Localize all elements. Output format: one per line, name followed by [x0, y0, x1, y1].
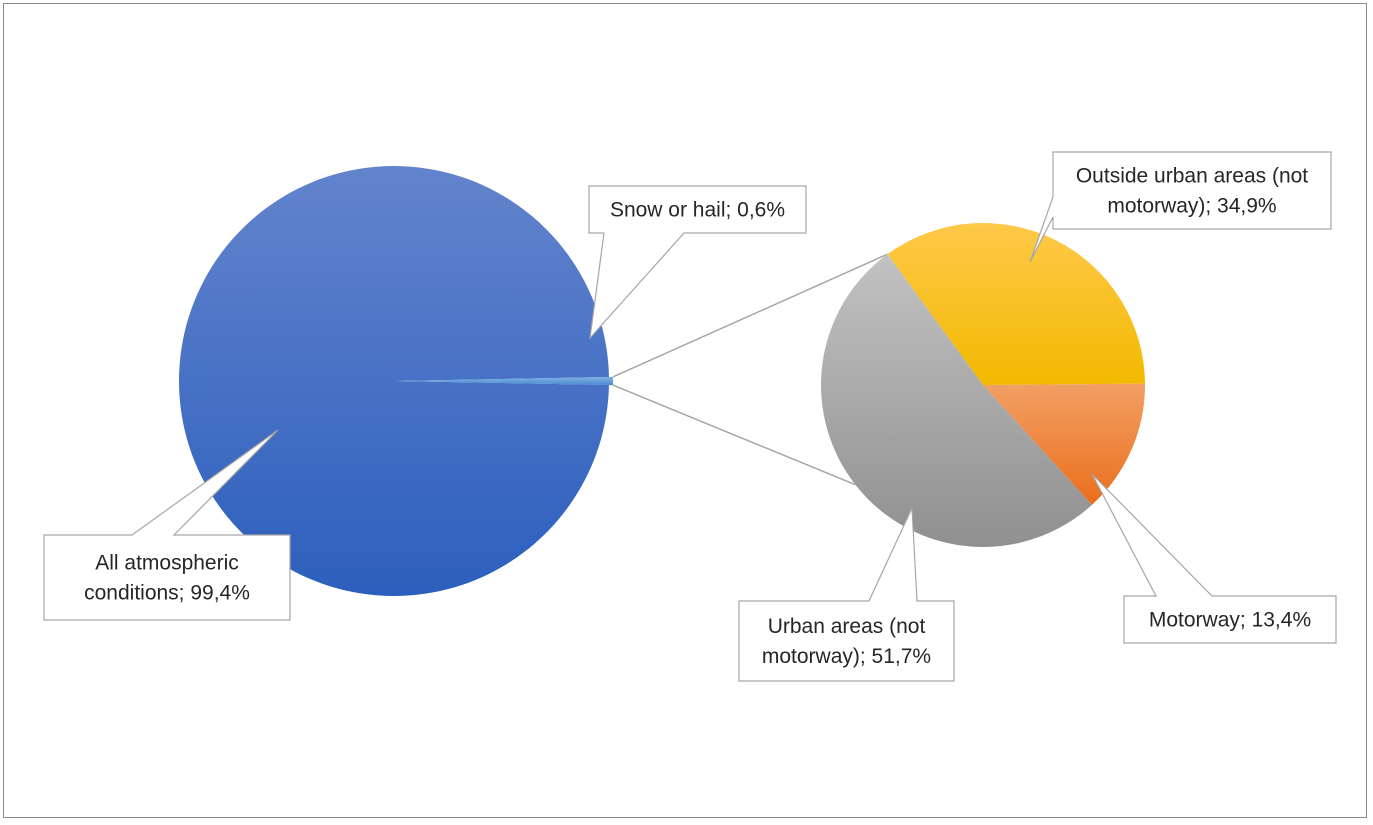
- data-label-text: motorway); 51,7%: [762, 645, 931, 668]
- data-label-text: Motorway; 13,4%: [1149, 609, 1311, 632]
- data-label-urban-areas-not-motorway: Urban areas (not motorway); 51,7%: [738, 507, 955, 682]
- data-label-text: motorway); 34,9%: [1107, 195, 1276, 218]
- data-label-text: Urban areas (not: [768, 615, 926, 638]
- data-label-text: All atmospheric: [95, 552, 239, 575]
- data-label-text: Outside urban areas (not: [1076, 165, 1308, 188]
- pie-slice-motorway: [983, 383, 1145, 505]
- data-label-snow-or-hail: Snow or hail; 0,6%: [588, 185, 807, 340]
- data-labels: All atmospheric conditions; 99,4% Snow or …: [43, 151, 1337, 682]
- connector-line-bottom: [612, 384, 856, 486]
- main-pie: [178, 166, 613, 597]
- connector-line-top: [612, 253, 888, 378]
- callout-box: [1091, 473, 1337, 644]
- connector-lines: [612, 253, 888, 486]
- callout-box: [1029, 151, 1332, 263]
- pie-slice-outside-urban-areas-not-motorway: [887, 223, 1145, 385]
- data-label-motorway: Motorway; 13,4%: [1091, 473, 1337, 644]
- pie-slice-all-atmospheric-conditions: [178, 166, 609, 597]
- pie-slice-urban-areas-not-motorway: [821, 254, 1092, 547]
- data-label-text: conditions; 99,4%: [84, 582, 250, 605]
- callout-box: [43, 429, 291, 621]
- data-label-text: Snow or hail; 0,6%: [610, 199, 785, 222]
- pie-slice-snow-or-hail: [396, 376, 613, 386]
- callout-box: [738, 507, 955, 682]
- secondary-pie: [821, 223, 1145, 547]
- data-label-outside-urban-areas-not-motorway: Outside urban areas (not motorway); 34,9%: [1029, 151, 1332, 263]
- data-label-all-atmospheric-conditions: All atmospheric conditions; 99,4%: [43, 429, 291, 621]
- callout-box: [588, 185, 807, 340]
